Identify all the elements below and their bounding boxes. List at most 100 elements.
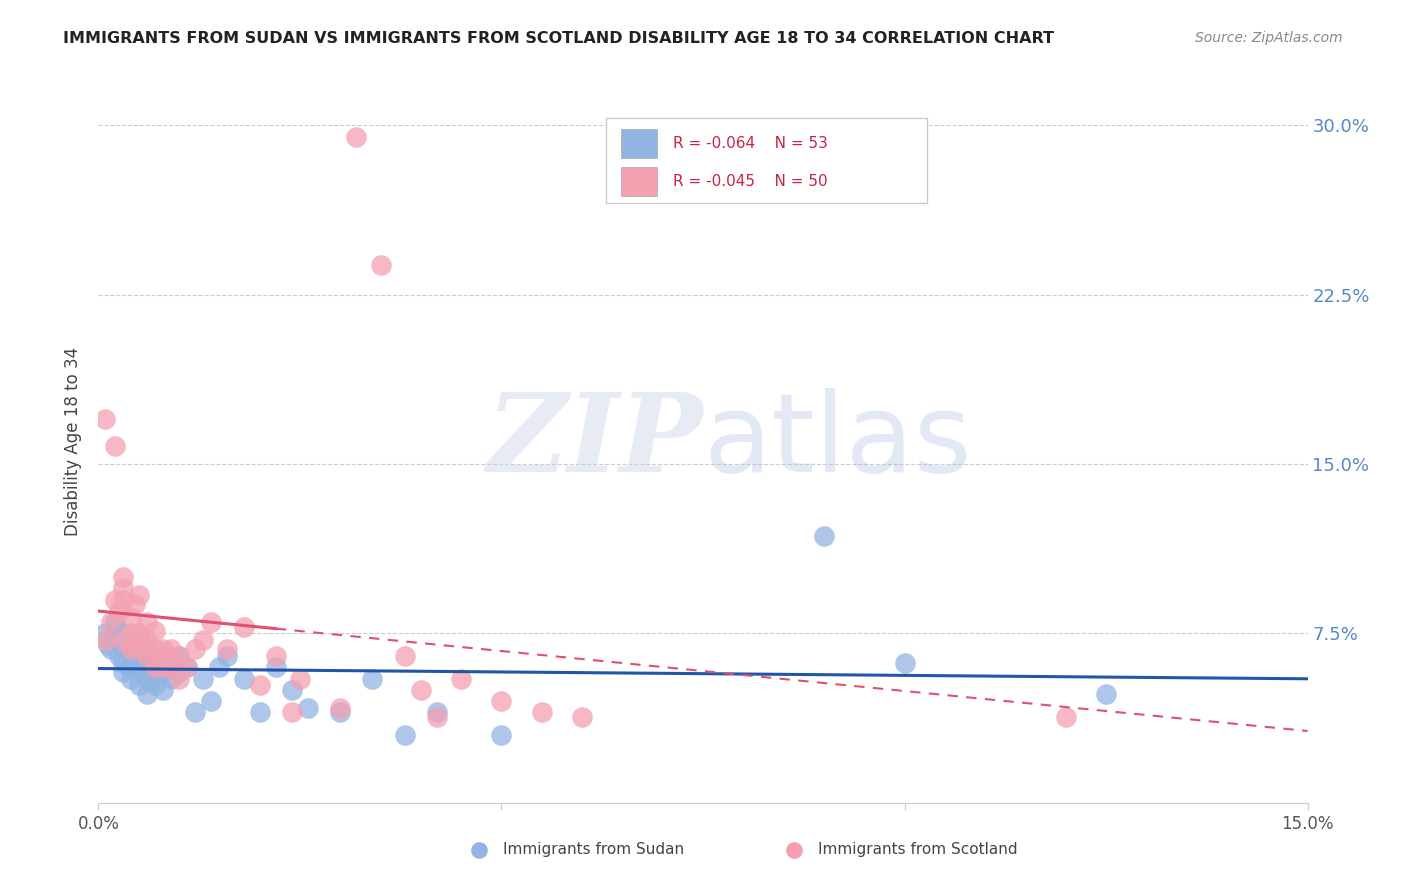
Point — [128, 665, 150, 679]
Text: Immigrants from Sudan: Immigrants from Sudan — [503, 842, 685, 857]
Point — [107, 648, 129, 663]
Text: atlas: atlas — [703, 388, 972, 495]
Point — [167, 648, 190, 663]
FancyBboxPatch shape — [621, 167, 657, 196]
Point — [120, 672, 142, 686]
Point — [491, 728, 513, 742]
Point — [571, 710, 593, 724]
Point — [103, 615, 125, 630]
Point — [160, 660, 183, 674]
Point — [135, 633, 157, 648]
Point — [128, 633, 150, 648]
Point — [208, 660, 231, 674]
Point — [120, 610, 142, 624]
Point — [135, 615, 157, 630]
Point — [100, 615, 122, 630]
Point — [94, 412, 117, 426]
Point — [120, 648, 142, 663]
Point — [135, 642, 157, 657]
Point — [143, 665, 166, 679]
Point — [264, 648, 287, 663]
Point — [135, 660, 157, 674]
Point — [344, 129, 367, 144]
Point — [97, 638, 120, 652]
Point — [167, 665, 190, 679]
Point — [450, 672, 472, 686]
Point — [111, 633, 134, 648]
Point — [103, 439, 125, 453]
Point — [135, 648, 157, 663]
Point — [426, 706, 449, 720]
Point — [120, 660, 142, 674]
Point — [281, 682, 304, 697]
FancyBboxPatch shape — [606, 118, 927, 203]
Point — [111, 570, 134, 584]
Point — [217, 648, 239, 663]
Point — [128, 642, 150, 657]
Point — [288, 672, 311, 686]
Point — [394, 728, 416, 742]
Point — [200, 615, 222, 630]
Point — [152, 642, 174, 657]
Point — [176, 660, 198, 674]
Point — [160, 656, 183, 670]
Point — [232, 620, 254, 634]
Point — [167, 672, 190, 686]
Point — [394, 648, 416, 663]
Point — [120, 638, 142, 652]
Text: ZIP: ZIP — [486, 388, 703, 495]
Point — [281, 706, 304, 720]
Point — [128, 626, 150, 640]
Point — [329, 701, 352, 715]
Point — [1095, 687, 1118, 701]
Point — [111, 592, 134, 607]
Y-axis label: Disability Age 18 to 34: Disability Age 18 to 34 — [65, 347, 83, 536]
Point — [152, 660, 174, 674]
Point — [103, 620, 125, 634]
Point — [124, 597, 146, 611]
Point — [107, 604, 129, 618]
Point — [160, 672, 183, 686]
Text: Immigrants from Scotland: Immigrants from Scotland — [818, 842, 1018, 857]
Text: R = -0.045    N = 50: R = -0.045 N = 50 — [672, 174, 827, 189]
Point — [100, 642, 122, 657]
Point — [184, 642, 207, 657]
Point — [111, 626, 134, 640]
Point — [143, 660, 166, 674]
Point — [120, 642, 142, 657]
Point — [813, 529, 835, 543]
Point — [264, 660, 287, 674]
Point — [143, 648, 166, 663]
Point — [143, 642, 166, 657]
Text: Source: ZipAtlas.com: Source: ZipAtlas.com — [1195, 31, 1343, 45]
Point — [124, 660, 146, 674]
Point — [193, 633, 215, 648]
Point — [139, 672, 162, 686]
Point — [426, 710, 449, 724]
Text: R = -0.064    N = 53: R = -0.064 N = 53 — [672, 136, 828, 152]
Point — [176, 660, 198, 674]
Point — [297, 701, 319, 715]
Point — [111, 665, 134, 679]
Point — [491, 694, 513, 708]
Point — [128, 588, 150, 602]
Point — [370, 259, 392, 273]
Point — [160, 642, 183, 657]
Point — [361, 672, 384, 686]
Point — [111, 582, 134, 596]
Point — [135, 672, 157, 686]
Point — [103, 592, 125, 607]
Point — [249, 678, 271, 692]
Point — [249, 706, 271, 720]
FancyBboxPatch shape — [621, 129, 657, 158]
Point — [893, 656, 915, 670]
Point — [530, 706, 553, 720]
Point — [152, 648, 174, 663]
Point — [143, 624, 166, 639]
Point — [167, 648, 190, 663]
Point — [94, 626, 117, 640]
Point — [152, 682, 174, 697]
Point — [1054, 710, 1077, 724]
Point — [152, 665, 174, 679]
Point — [135, 687, 157, 701]
